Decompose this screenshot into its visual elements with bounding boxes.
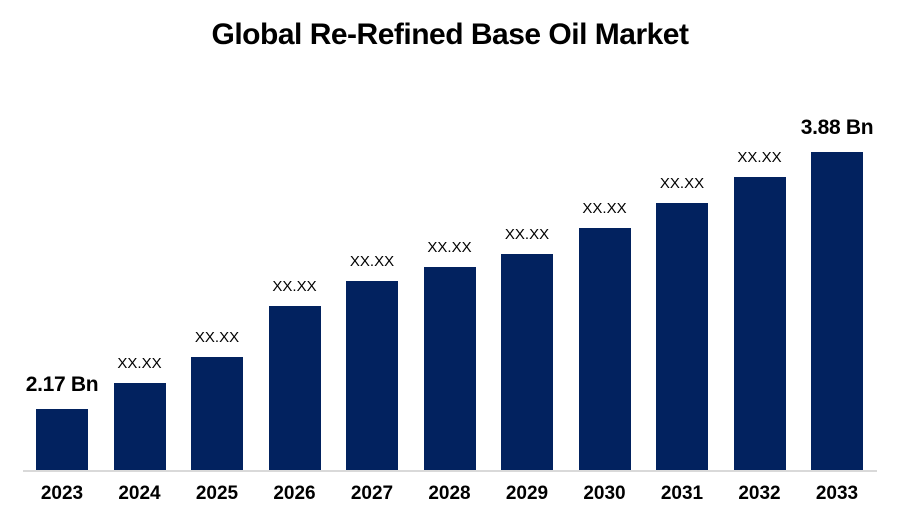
x-axis-line — [23, 470, 877, 472]
bar-value-label-2029: XX.XX — [504, 226, 550, 243]
bar-value-label-2031: XX.XX — [659, 175, 705, 192]
bar-2023 — [36, 409, 88, 470]
x-tick-label-2023: 2023 — [40, 483, 84, 504]
bar-value-label-2030: XX.XX — [582, 200, 627, 217]
bar-2029 — [501, 254, 553, 470]
bar-value-label-2025: XX.XX — [194, 329, 240, 346]
bar-2028 — [423, 267, 476, 470]
bar-value-label-2023: 2.17 Bn — [25, 373, 99, 396]
x-tick-label-2032: 2032 — [738, 483, 781, 504]
bar-2032 — [733, 177, 786, 470]
bar-2024 — [113, 383, 166, 470]
bar-2030 — [578, 228, 631, 470]
bar-value-label-2032: XX.XX — [737, 149, 782, 166]
bar-value-label-2027: XX.XX — [349, 253, 395, 270]
x-tick-label-2027: 2027 — [350, 483, 394, 504]
x-tick-label-2033: 2033 — [815, 483, 859, 504]
bar-value-label-2024: XX.XX — [117, 355, 162, 372]
x-tick-label-2030: 2030 — [583, 483, 626, 504]
bar-2031 — [656, 203, 708, 470]
bar-2033 — [811, 152, 863, 470]
x-tick-label-2029: 2029 — [505, 483, 549, 504]
x-tick-label-2031: 2031 — [660, 483, 704, 504]
bar-2026 — [268, 306, 321, 470]
bar-2025 — [191, 357, 243, 470]
x-tick-label-2025: 2025 — [195, 483, 239, 504]
bar-2027 — [346, 281, 398, 470]
x-tick-label-2026: 2026 — [273, 483, 316, 504]
x-tick-label-2028: 2028 — [428, 483, 471, 504]
bar-value-label-2026: XX.XX — [272, 278, 317, 295]
chart-title: Global Re-Refined Base Oil Market — [211, 18, 689, 51]
bar-value-label-2033: 3.88 Bn — [800, 116, 874, 139]
x-tick-label-2024: 2024 — [118, 483, 161, 504]
bar-value-label-2028: XX.XX — [427, 239, 472, 256]
